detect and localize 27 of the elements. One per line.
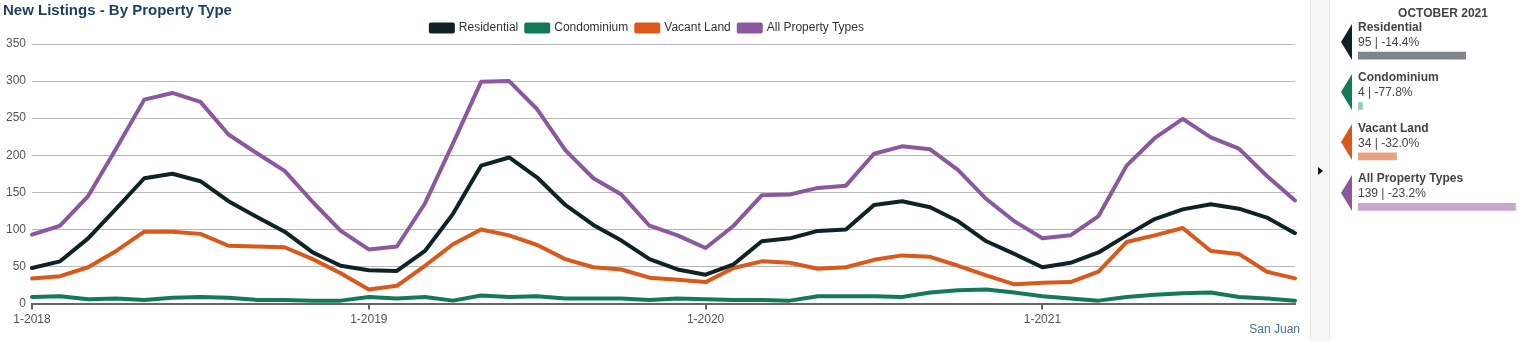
- y-tick-label: Vacant Land: [1358, 120, 1429, 135]
- data-label: 139 | -23.2%: [1358, 186, 1427, 201]
- legend-label: All Property Types: [766, 20, 864, 35]
- y-tick-label: 250: [5, 110, 27, 125]
- data-label: 4 | -77.8%: [1358, 85, 1413, 100]
- y-tick-label: Residential: [1358, 19, 1423, 34]
- y-tick-label: 100: [5, 221, 27, 236]
- legend-label: Condominium: [554, 20, 629, 35]
- legend-label: Vacant Land: [664, 20, 731, 35]
- text: San Juan: [1249, 322, 1300, 336]
- x-tick-label: 1-2020: [686, 312, 725, 327]
- y-tick-label: 150: [5, 184, 27, 199]
- y-tick-label: 50: [12, 258, 27, 273]
- chart-title: OCTOBER 2021: [1398, 5, 1489, 20]
- y-tick-label: 350: [5, 36, 27, 51]
- y-tick-label: 0: [19, 295, 27, 310]
- x-tick-label: 1-2018: [13, 312, 52, 327]
- y-tick-label: 200: [5, 147, 27, 162]
- y-tick-label: 300: [5, 73, 27, 88]
- y-tick-label: Condominium: [1358, 70, 1439, 85]
- chart-title: New Listings - By Property Type: [3, 1, 232, 18]
- y-tick-label: All Property Types: [1358, 171, 1464, 186]
- x-tick-label: 1-2021: [1023, 312, 1062, 327]
- legend-label: Residential: [458, 20, 519, 35]
- data-label: 95 | -14.4%: [1358, 34, 1420, 49]
- data-label: 34 | -32.0%: [1358, 135, 1420, 150]
- x-tick-label: 1-2019: [350, 312, 388, 327]
